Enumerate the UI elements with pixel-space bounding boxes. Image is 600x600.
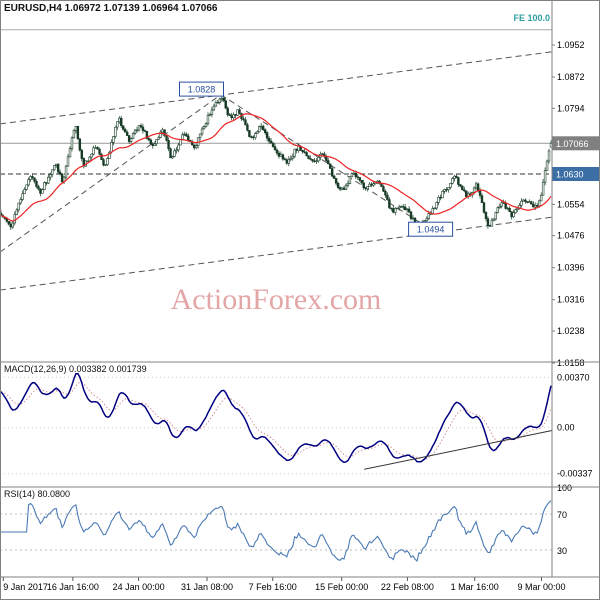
- svg-text:1.0554: 1.0554: [557, 199, 585, 209]
- rsi-line: [1, 500, 552, 563]
- fibonacci-expansion-label: FE 100.0: [513, 13, 550, 23]
- price-annotations[interactable]: 1.0828 1.0494: [179, 81, 454, 237]
- svg-text:1.0494: 1.0494: [417, 225, 445, 235]
- svg-text:1.0630: 1.0630: [556, 170, 584, 180]
- svg-text:30: 30: [557, 546, 567, 556]
- svg-text:1.0794: 1.0794: [557, 103, 585, 113]
- symbol-ohlc-header: EURUSD,H4 1.06972 1.07139 1.06964 1.0706…: [4, 3, 218, 14]
- svg-text:15 Feb 00:00: 15 Feb 00:00: [315, 582, 368, 592]
- svg-text:1.0872: 1.0872: [557, 72, 585, 82]
- svg-text:70: 70: [557, 510, 567, 520]
- macd-line: [0, 372, 552, 464]
- svg-text:24 Jan 00:00: 24 Jan 00:00: [113, 582, 165, 592]
- support-axis-box: 1.0630: [552, 167, 600, 181]
- svg-text:0.00: 0.00: [557, 423, 575, 433]
- svg-text:1.0396: 1.0396: [557, 263, 585, 273]
- svg-text:16 Jan 16:00: 16 Jan 16:00: [47, 582, 99, 592]
- svg-text:-0.00337: -0.00337: [557, 469, 593, 479]
- svg-text:9 Jan 2017: 9 Jan 2017: [3, 582, 48, 592]
- svg-text:22 Feb 08:00: 22 Feb 08:00: [381, 582, 434, 592]
- svg-text:9 Mar 00:00: 9 Mar 00:00: [517, 582, 565, 592]
- ma-line: [0, 113, 552, 222]
- time-axis: 9 Jan 2017 16 Jan 16:00 24 Jan 00:00 31 Jan…: [2, 577, 566, 592]
- svg-text:0.00370: 0.00370: [557, 372, 590, 382]
- macd-indicator-header: MACD(12,26,9) 0.003382 0.001739: [4, 364, 147, 374]
- svg-text:1.0238: 1.0238: [557, 326, 585, 336]
- svg-text:1.07066: 1.07066: [556, 139, 589, 149]
- svg-text:1.0158: 1.0158: [557, 358, 585, 368]
- svg-text:1.0952: 1.0952: [557, 40, 585, 50]
- watermark: ActionForex.com: [170, 283, 382, 316]
- svg-text:31 Jan 08:00: 31 Jan 08:00: [181, 582, 233, 592]
- macd-trendline[interactable]: [364, 430, 553, 470]
- trendlines[interactable]: [0, 51, 553, 291]
- svg-text:1.0316: 1.0316: [557, 295, 585, 305]
- current-price-axis-box: 1.07066: [552, 136, 600, 151]
- rsi-indicator-header: RSI(14) 80.0800: [4, 489, 71, 499]
- price-axis: 1.0952 1.0872 1.0794 1.0554 1.0476 1.0396 1.03…: [552, 40, 585, 368]
- rsi-axis: 100 70 30: [0, 483, 572, 556]
- macd-axis: 0.00370 0.00 -0.00337: [0, 372, 593, 479]
- candlestick-series: [0, 95, 553, 232]
- svg-text:1.0828: 1.0828: [188, 85, 216, 95]
- svg-text:1.0476: 1.0476: [557, 231, 585, 241]
- macd-signal-line: [0, 381, 552, 460]
- svg-text:1 Mar 16:00: 1 Mar 16:00: [451, 582, 499, 592]
- svg-text:100: 100: [557, 483, 572, 493]
- svg-text:7 Feb 16:00: 7 Feb 16:00: [249, 582, 297, 592]
